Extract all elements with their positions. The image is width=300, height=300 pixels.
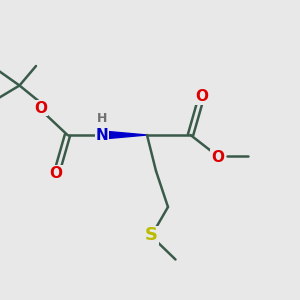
Text: O: O — [195, 89, 208, 104]
Text: N: N — [96, 128, 108, 142]
Polygon shape — [103, 131, 147, 139]
Text: O: O — [34, 100, 47, 116]
Text: O: O — [50, 166, 63, 181]
Text: O: O — [211, 150, 224, 165]
Text: H: H — [97, 112, 107, 125]
Text: S: S — [145, 226, 158, 244]
